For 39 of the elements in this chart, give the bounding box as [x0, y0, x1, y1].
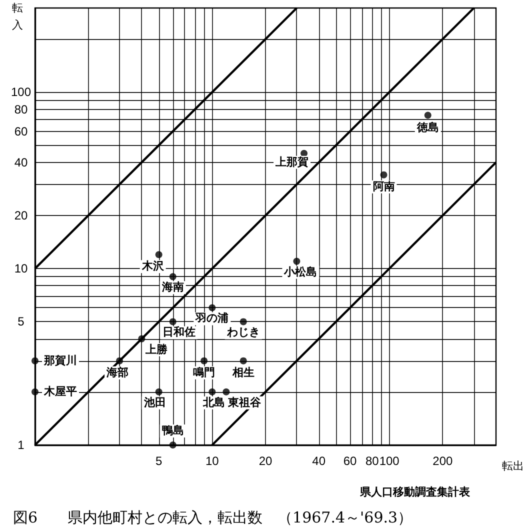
annotation: 上那賀 — [274, 155, 309, 168]
x-tick-label: 60 — [343, 454, 358, 468]
annotation: 鳴門 — [193, 366, 216, 379]
annotation: 羽の浦 — [194, 312, 229, 325]
text: 県人口移動調査集計表 — [359, 486, 471, 498]
text: 図6 県内他町村との転入，転出数 （1967.4～'69.3） — [13, 508, 413, 526]
annotation: 徳島 — [416, 121, 439, 134]
x-tick-label: 200 — [432, 454, 453, 468]
x-tick-label: 20 — [258, 454, 272, 468]
x-tick-label: 100 — [379, 454, 400, 468]
annotation: 那賀川 — [43, 354, 77, 367]
annotation: 木屋平 — [43, 384, 77, 398]
annotation: 阿南 — [372, 180, 395, 193]
x-tick-label: 40 — [312, 454, 326, 468]
y-tick-label: 100 — [10, 85, 32, 100]
x-axis-title: 転出 — [502, 460, 524, 472]
y-tick-label: 10 — [14, 262, 28, 276]
annotation: 池田 — [142, 396, 166, 409]
y-tick-label: 1 — [18, 438, 25, 452]
annotation: 東祖谷 — [227, 396, 262, 409]
y-tick-label: 5 — [18, 314, 25, 329]
annotation: わじき — [226, 326, 260, 339]
y-tick-label: 20 — [14, 208, 28, 222]
annotation: 北島 — [202, 396, 226, 409]
y-tick-label: 80 — [14, 102, 28, 116]
annotation: 相生 — [231, 366, 254, 379]
y-tick-label: 40 — [14, 155, 28, 170]
x-tick-label: 10 — [205, 454, 220, 468]
y-axis-title: 転入 — [12, 2, 23, 32]
annotation: 海南 — [160, 280, 184, 294]
annotation: 海部 — [106, 366, 129, 379]
x-tick-label: 5 — [155, 454, 162, 468]
annotation: 小松島 — [283, 265, 318, 278]
annotation: 上勝 — [144, 342, 169, 356]
annotation: 木沢 — [140, 260, 165, 273]
annotation: 鴨島 — [162, 424, 184, 437]
y-tick-label: 60 — [14, 124, 28, 138]
x-tick-label: 80 — [365, 454, 380, 468]
annotation: 日和佐 — [162, 326, 196, 339]
